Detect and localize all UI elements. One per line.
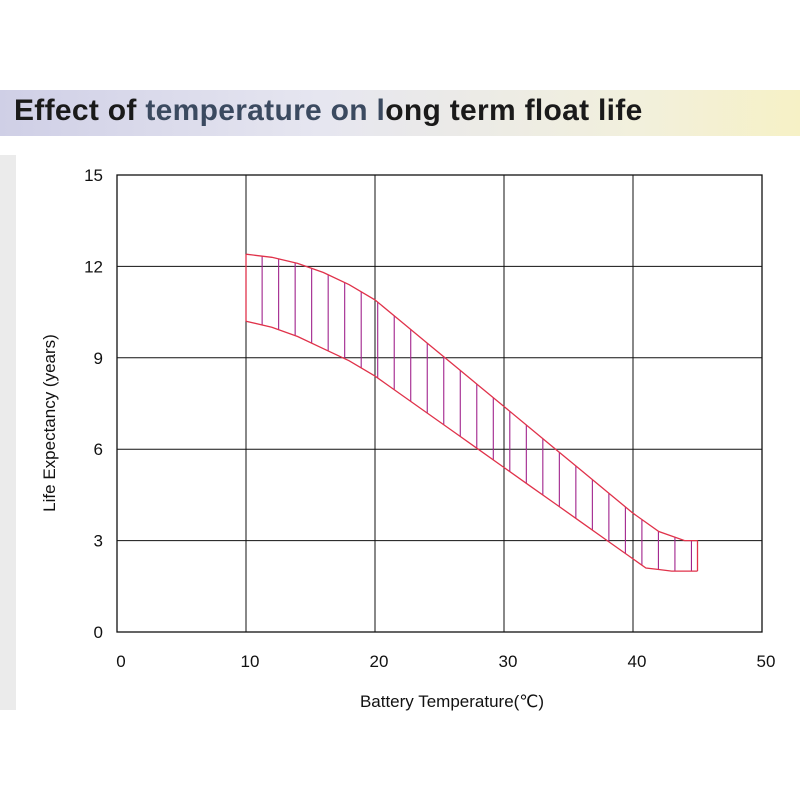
tick-labels: 0 10 20 30 40 50 0 3 6 9 12 15 <box>84 166 775 671</box>
title-part-1: Effect of <box>14 94 146 127</box>
x-tick-label: 50 <box>757 652 776 671</box>
plot-frame <box>116 174 763 633</box>
chart-panel-inner <box>16 155 800 710</box>
x-axis-label: Battery Temperature(℃) <box>360 692 544 711</box>
x-tick-label: 0 <box>116 652 125 671</box>
y-tick-label: 3 <box>94 532 103 551</box>
y-axis-label: Life Expectancy (years) <box>40 334 59 512</box>
y-tick-label: 0 <box>94 623 103 642</box>
y-tick-label: 9 <box>94 349 103 368</box>
x-tick-label: 40 <box>628 652 647 671</box>
title-bar: Effect of temperature on long term float… <box>0 90 800 136</box>
x-tick-label: 30 <box>499 652 518 671</box>
grid <box>116 174 763 633</box>
chart-title: Effect of temperature on long term float… <box>14 94 643 128</box>
title-part-3: ong term float life <box>385 94 643 127</box>
upper-life-curve <box>245 253 698 542</box>
x-tick-label: 10 <box>241 652 260 671</box>
life-band <box>245 253 699 572</box>
x-tick-label: 20 <box>370 652 389 671</box>
title-part-2: temperature on l <box>145 94 386 127</box>
chart-panel <box>0 155 800 710</box>
y-tick-label: 15 <box>84 166 103 185</box>
lower-life-curve <box>245 320 698 572</box>
y-tick-label: 6 <box>94 440 103 459</box>
y-tick-label: 12 <box>84 257 103 276</box>
